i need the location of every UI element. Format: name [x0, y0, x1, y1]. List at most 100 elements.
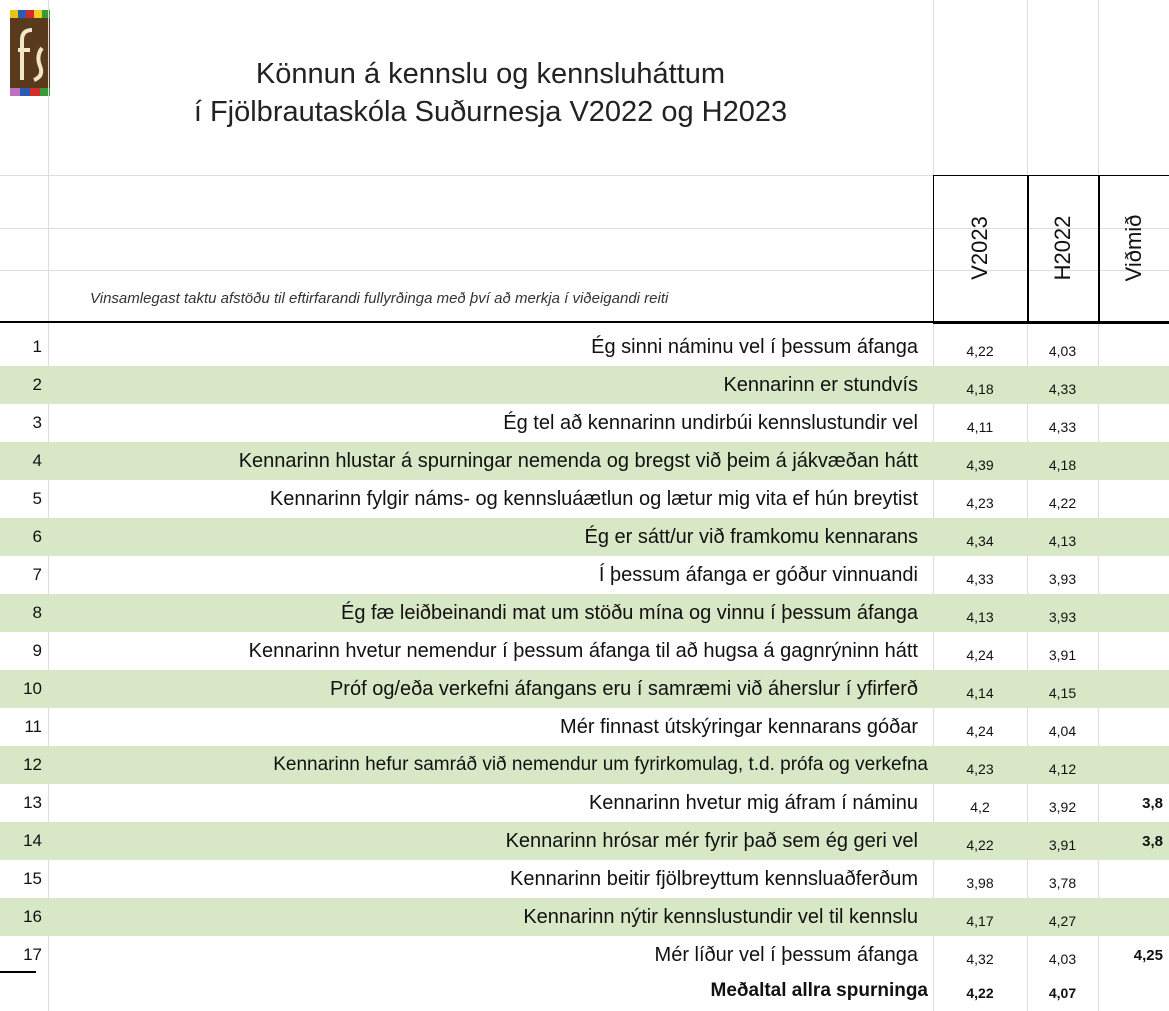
grid-line [1027, 0, 1028, 1011]
benchmark: 3,8 [1142, 832, 1163, 850]
value: 4,12 [1048, 761, 1077, 777]
row-number: 14 [23, 831, 42, 850]
row-number: 1 [32, 337, 42, 356]
grid-line [933, 0, 934, 1011]
value: 4,23 [966, 495, 994, 511]
column-header: H2022 [1049, 215, 1075, 281]
value: 4,2 [970, 799, 990, 815]
benchmark: 4,25 [1133, 946, 1163, 964]
row-band [0, 518, 1169, 556]
row-number: 7 [32, 565, 42, 584]
row-band [0, 822, 1169, 860]
value: 3,91 [1048, 837, 1077, 853]
row-band [0, 670, 1169, 708]
value: 3,93 [1048, 571, 1077, 587]
row-band [0, 594, 1169, 632]
value: 4,03 [1048, 951, 1077, 967]
row-number: 13 [23, 793, 42, 812]
row-number: 16 [23, 907, 42, 926]
value: 4,33 [1048, 381, 1077, 397]
value: 4,24 [966, 647, 994, 663]
row-number: 4 [32, 451, 42, 470]
grid-line [0, 228, 1169, 229]
footer-label: Meðaltal allra spurninga [710, 980, 929, 1001]
value: 4,04 [1048, 723, 1077, 739]
statement: Kennarinn beitir fjölbreyttum kennsluaðf… [510, 867, 918, 890]
footer-value: 4,07 [1048, 985, 1077, 1001]
statement: Mér líður vel í þessum áfanga [654, 943, 918, 966]
row-number: 10 [23, 679, 42, 698]
statement: Ég sinni náminu vel í þessum áfanga [591, 335, 918, 358]
footer-value: 4,22 [966, 985, 994, 1001]
row-number: 15 [23, 869, 42, 888]
value: 3,93 [1048, 609, 1077, 625]
statement: Próf og/eða verkefni áfangans eru í samr… [329, 677, 918, 700]
value: 4,18 [1048, 457, 1077, 473]
statement: Ég er sátt/ur við framkomu kennarans [584, 525, 918, 548]
value: 4,33 [1048, 419, 1077, 435]
statement: Kennarinn er stundvís [723, 373, 918, 396]
logo [10, 10, 50, 96]
value: 4,34 [966, 533, 994, 549]
title: Könnun á kennslu og kennsluháttum [255, 57, 726, 90]
statement: Ég tel að kennarinn undirbúi kennslustun… [503, 411, 918, 434]
value: 4,22 [966, 343, 994, 359]
column-header-box [1027, 175, 1100, 324]
value: 3,92 [1048, 799, 1077, 815]
instruction: Vinsamlegast taktu afstöðu til eftirfara… [90, 289, 669, 307]
row-number: 2 [32, 375, 42, 394]
value: 4,03 [1048, 343, 1077, 359]
value: 4,11 [966, 419, 994, 435]
row-number: 17 [23, 945, 42, 964]
value: 4,18 [966, 381, 994, 397]
grid-line [0, 270, 1169, 271]
statement: Kennarinn hlustar á spurningar nemenda o… [238, 449, 918, 472]
value: 4,23 [966, 761, 994, 777]
column-header-box [933, 175, 1029, 324]
benchmark: 3,8 [1142, 794, 1163, 812]
column-header: V2023 [967, 216, 992, 280]
value: 4,24 [966, 723, 994, 739]
value: 4,32 [966, 951, 994, 967]
row-number: 3 [32, 413, 42, 432]
row-number: 6 [32, 527, 42, 546]
row-rule [0, 971, 36, 973]
value: 4,33 [966, 571, 994, 587]
row-band [0, 366, 1169, 404]
row-band [0, 442, 1169, 480]
row-number: 9 [32, 641, 42, 660]
value: 4,22 [1048, 495, 1077, 511]
statement: Kennarinn hvetur nemendur í þessum áfang… [248, 639, 918, 662]
statement: Mér finnast útskýringar kennarans góðar [560, 715, 918, 738]
value: 3,78 [1048, 875, 1077, 891]
statement: Kennarinn nýtir kennslustundir vel til k… [523, 905, 918, 928]
statement: Í þessum áfanga er góður vinnuandi [598, 563, 918, 586]
grid-line [1098, 0, 1099, 1011]
column-header: Viðmið [1120, 214, 1146, 282]
grid-line [48, 0, 49, 1011]
value: 4,39 [966, 457, 994, 473]
statement: Kennarinn hrósar mér fyrir það sem ég ge… [505, 829, 918, 852]
value: 4,14 [966, 685, 994, 701]
value: 4,15 [1048, 685, 1077, 701]
value: 4,13 [1048, 533, 1077, 549]
value: 4,27 [1048, 913, 1077, 929]
value: 4,17 [966, 913, 994, 929]
row-band [0, 898, 1169, 936]
value: 4,22 [966, 837, 994, 853]
title: í Fjölbrautaskóla Suðurnesja V2022 og H2… [193, 95, 788, 128]
statement: Ég fæ leiðbeinandi mat um stöðu mína og … [340, 601, 918, 624]
value: 3,91 [1048, 647, 1077, 663]
value: 3,98 [966, 875, 994, 891]
row-number: 11 [24, 717, 42, 736]
value: 4,13 [966, 609, 994, 625]
row-band [0, 746, 1169, 784]
row-number: 12 [23, 755, 42, 774]
column-header-box [1098, 175, 1169, 324]
row-number: 8 [32, 603, 42, 622]
statement: Kennarinn fylgir náms- og kennsluáætlun … [269, 487, 918, 510]
statement: Kennarinn hefur samráð við nemendur um f… [273, 754, 928, 775]
header-rule [0, 321, 1169, 323]
statement: Kennarinn hvetur mig áfram í náminu [588, 791, 918, 814]
